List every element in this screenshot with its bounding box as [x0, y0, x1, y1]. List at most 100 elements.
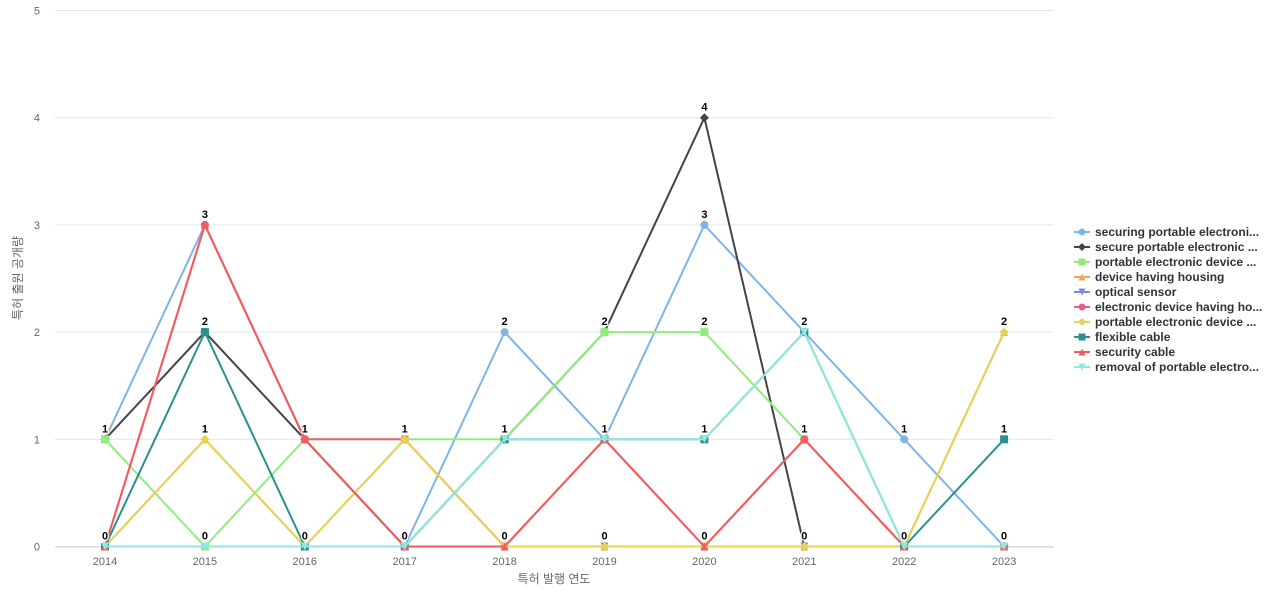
series-9-line [104, 223, 1006, 548]
data-label-2020-1: 1 [701, 423, 707, 435]
legend-swatch-5 [1074, 288, 1090, 295]
x-tick-label-2020: 2020 [692, 556, 716, 568]
series-7-point-2015 [200, 434, 210, 444]
legend-item-1[interactable]: securing portable electroni... [1074, 224, 1262, 239]
data-label-2015-2: 2 [202, 316, 208, 328]
series-7-point-2023 [999, 327, 1009, 337]
data-label-2015-0: 0 [202, 531, 208, 543]
x-tick-label-2016: 2016 [293, 556, 317, 568]
data-label-2015-1: 1 [202, 423, 208, 435]
legend-item-6[interactable]: electronic device having ho... [1074, 299, 1262, 314]
data-label-2018-0: 0 [502, 531, 508, 543]
legend-label: portable electronic device ... [1095, 254, 1257, 269]
legend-swatch-4 [1074, 273, 1090, 280]
series-10-point-2021 [800, 328, 809, 337]
data-label-2018-1: 1 [502, 423, 508, 435]
series-10-point-2022 [900, 542, 909, 551]
legend-label: flexible cable [1095, 329, 1171, 344]
x-tick-label-2022: 2022 [892, 556, 916, 568]
legend-label: secure portable electronic ... [1095, 239, 1258, 254]
legend-item-7[interactable]: portable electronic device ... [1074, 314, 1262, 329]
legend-swatch-9 [1074, 348, 1090, 355]
series-9-point-2016 [300, 435, 309, 444]
data-label-2020-0: 0 [701, 531, 707, 543]
series-10-point-2023 [1000, 542, 1009, 551]
legend-item-8[interactable]: flexible cable [1074, 329, 1262, 344]
x-tick-label-2021: 2021 [792, 556, 816, 568]
data-label-2023-0: 0 [1001, 531, 1007, 543]
gridlines [55, 10, 1054, 548]
legend-label: optical sensor [1095, 284, 1177, 299]
y-tick-label-3: 3 [34, 220, 40, 232]
legend-swatch-2 [1074, 242, 1090, 251]
legend-swatch-10 [1074, 363, 1090, 370]
data-label-2023-1: 1 [1001, 423, 1007, 435]
series-9-point-2015 [200, 220, 209, 229]
data-label-2019-0: 0 [601, 531, 607, 543]
y-tick-label-2: 2 [34, 327, 40, 339]
legend-swatch-6 [1074, 303, 1090, 310]
x-axis-tick-labels: 2014 2015 2016 2017 2018 2019 2020 2021 2022 2023 [93, 556, 1017, 568]
data-label-2014-0: 0 [102, 531, 108, 543]
data-label-2022-1: 1 [901, 423, 907, 435]
legend-swatch-7 [1074, 317, 1090, 326]
series-10-point-2018 [500, 435, 509, 444]
series-1-point-2022 [900, 435, 909, 444]
data-label-2014-1: 1 [102, 423, 108, 435]
legend-item-4[interactable]: device having housing [1074, 269, 1262, 284]
series-8-point-2015 [200, 328, 209, 337]
series-3-point-2020 [700, 328, 709, 337]
data-label-2017-1: 1 [402, 423, 408, 435]
data-label-2022-0: 0 [901, 531, 907, 543]
x-tick-label-2014: 2014 [93, 556, 117, 568]
series-10[interactable] [101, 328, 1009, 551]
legend-item-9[interactable]: security cable [1074, 344, 1262, 359]
series-7-line [104, 331, 1006, 548]
series-9[interactable] [101, 220, 1009, 551]
series-9-point-2020 [700, 542, 709, 551]
data-label-2021-1: 1 [801, 423, 807, 435]
series-2-point-2020 [699, 113, 709, 123]
series-9-point-2021 [800, 435, 809, 444]
data-label-2020-3: 3 [701, 209, 707, 221]
legend-label: security cable [1095, 344, 1176, 359]
data-label-2019-1: 1 [601, 423, 607, 435]
data-labels: 1 0 3 2 1 0 1 0 1 0 2 1 0 2 1 0 4 3 2 1 0 2 1 0 1 0 2 1 0 [101, 100, 1009, 543]
legend-swatch-3 [1074, 258, 1090, 265]
legend-swatch-8 [1074, 333, 1090, 340]
legend-label: electronic device having ho... [1095, 299, 1263, 314]
y-tick-label-0: 0 [34, 542, 40, 554]
legend-item-2[interactable]: secure portable electronic ... [1074, 239, 1262, 254]
legend-item-3[interactable]: portable electronic device ... [1074, 254, 1262, 269]
series-10-point-2019 [600, 435, 609, 444]
data-label-2015-3: 3 [202, 209, 208, 221]
series-10-point-2016 [300, 542, 309, 551]
legend-item-5[interactable]: optical sensor [1074, 284, 1262, 299]
series-8-point-2023 [1000, 435, 1009, 444]
data-label-2017-0: 0 [402, 531, 408, 543]
x-axis-title: 특허 발행 연도 [518, 571, 591, 586]
x-tick-label-2023: 2023 [992, 556, 1016, 568]
legend-label: portable electronic device ... [1095, 314, 1257, 329]
y-axis-title: 특허 출원 공개량 [11, 236, 25, 320]
x-tick-label-2019: 2019 [592, 556, 616, 568]
series-3-point-2019 [600, 328, 609, 337]
x-tick-label-2018: 2018 [492, 556, 516, 568]
series-10-point-2015 [200, 542, 209, 551]
data-label-2023-2: 2 [1001, 316, 1007, 328]
legend-swatch-1 [1074, 228, 1090, 235]
series-7-point-2021 [799, 542, 809, 551]
data-label-2021-0: 0 [801, 531, 807, 543]
series-1-point-2018 [500, 328, 509, 337]
data-label-2016-0: 0 [302, 531, 308, 543]
x-tick-label-2015: 2015 [193, 556, 217, 568]
y-tick-label-5: 5 [34, 6, 40, 18]
series-lines [100, 113, 1009, 551]
legend-item-10[interactable]: removal of portable electro... [1074, 359, 1262, 374]
legend-label: device having housing [1095, 269, 1225, 284]
series-10-point-2014 [101, 542, 109, 551]
legend: securing portable electroni... secure por… [1074, 224, 1262, 374]
data-label-2020-4: 4 [701, 102, 708, 114]
y-tick-label-1: 1 [34, 434, 40, 446]
data-label-2018-2: 2 [502, 316, 508, 328]
